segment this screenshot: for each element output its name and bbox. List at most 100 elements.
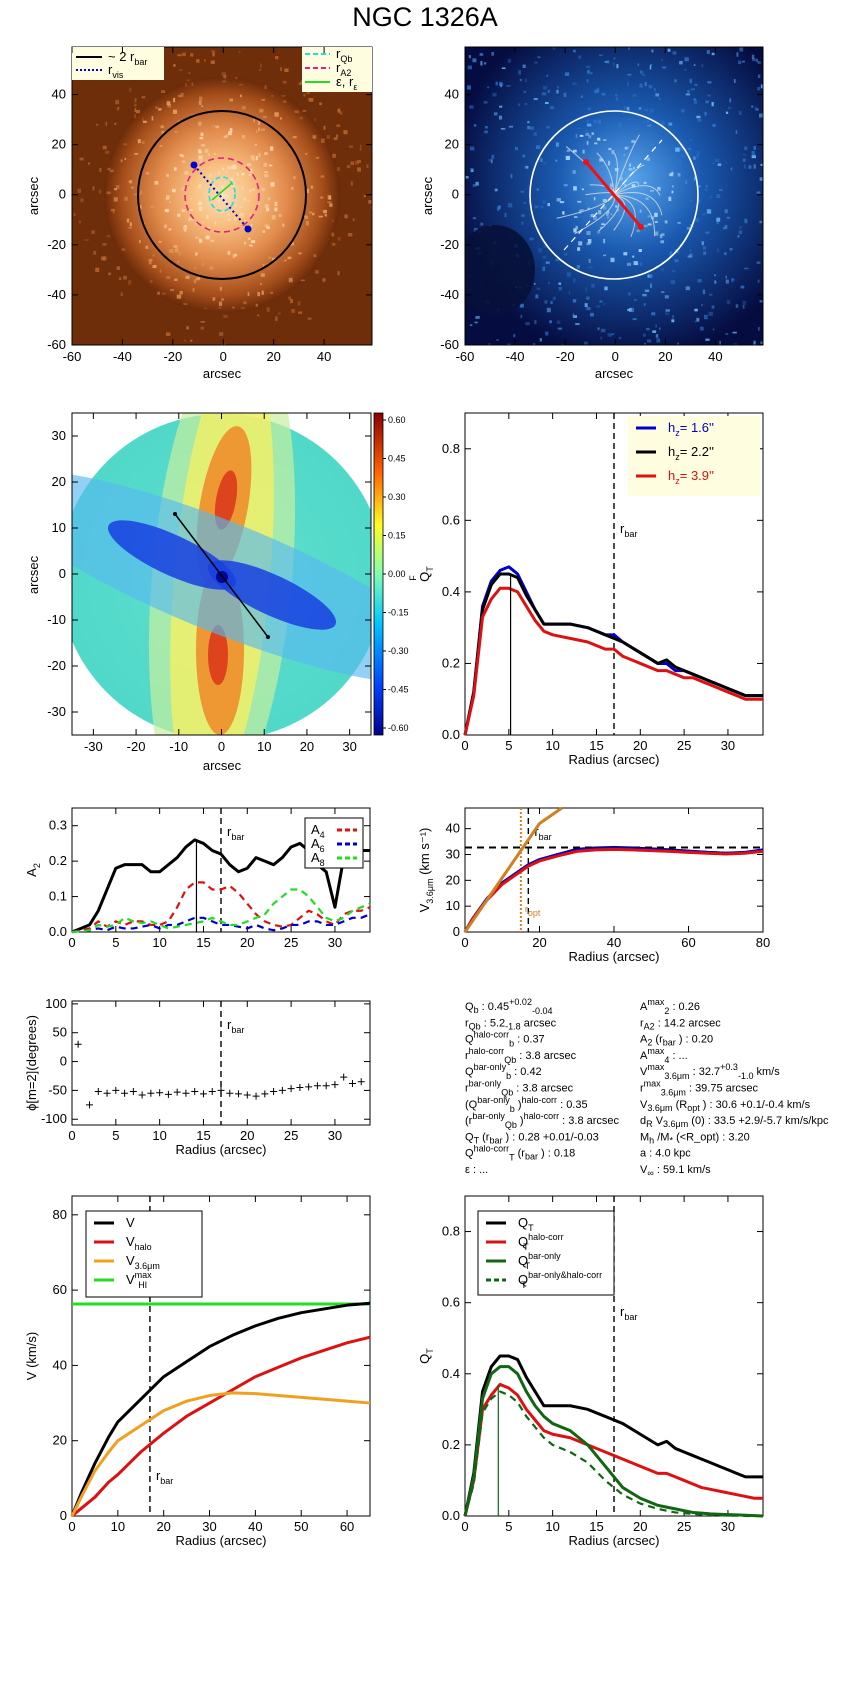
speckle bbox=[173, 64, 176, 67]
speckle bbox=[711, 101, 714, 107]
ratio-map-ylabel: arcsec bbox=[26, 555, 41, 594]
series-line bbox=[463, 1382, 763, 1517]
galaxy-image-ylabel: arcsec bbox=[26, 176, 41, 215]
speckle bbox=[241, 105, 246, 110]
speckle bbox=[544, 300, 548, 304]
speckle bbox=[655, 324, 657, 328]
speckle bbox=[742, 60, 745, 63]
speckle bbox=[234, 203, 237, 208]
speckle bbox=[191, 82, 194, 86]
speckle bbox=[573, 278, 576, 283]
speckle bbox=[693, 98, 697, 101]
speckle bbox=[200, 144, 206, 147]
speckle bbox=[669, 251, 673, 256]
y-tick-label: 50 bbox=[53, 1025, 67, 1040]
phase-point bbox=[270, 1088, 278, 1096]
speckle bbox=[269, 164, 273, 167]
speckle bbox=[646, 120, 649, 123]
speckle bbox=[87, 162, 90, 165]
param-line: Vmax3.6μm : 32.7+0.3-1.0 km/s bbox=[640, 1062, 780, 1081]
speckle bbox=[760, 341, 763, 345]
speckle bbox=[751, 151, 756, 156]
speckle bbox=[248, 174, 252, 176]
speckle bbox=[327, 201, 332, 204]
speckle bbox=[586, 141, 589, 145]
speckle bbox=[152, 265, 157, 269]
colorbar-label: F bbox=[408, 575, 418, 581]
legend-label: Vhalo bbox=[126, 1234, 152, 1252]
speckle bbox=[759, 300, 763, 303]
speckle bbox=[199, 136, 204, 140]
param-line: Qhalo-corrT (rbar ) : 0.18 bbox=[465, 1144, 575, 1163]
speckle bbox=[112, 209, 115, 214]
speckle bbox=[339, 111, 343, 115]
legend-label: rA2 bbox=[336, 60, 351, 78]
y-tick-label: 10 bbox=[446, 898, 460, 913]
speckle bbox=[172, 109, 178, 114]
x-tick-label: 0 bbox=[612, 349, 619, 364]
speckle bbox=[742, 300, 747, 305]
speckle bbox=[525, 322, 530, 326]
y-axis-label: QT bbox=[417, 566, 435, 582]
series-line bbox=[463, 806, 563, 933]
speckle bbox=[659, 138, 662, 140]
speckle bbox=[230, 177, 233, 182]
speckle bbox=[534, 320, 537, 324]
x-tick-label: 20 bbox=[240, 935, 254, 950]
speckle bbox=[732, 331, 737, 334]
y-tick-label: -40 bbox=[440, 287, 459, 302]
rqb-ellipse bbox=[208, 176, 236, 212]
speckle bbox=[541, 92, 547, 96]
speckle bbox=[173, 167, 177, 171]
speckle bbox=[740, 285, 745, 289]
speckle bbox=[668, 196, 672, 201]
speckle bbox=[348, 145, 354, 148]
speckle bbox=[310, 185, 314, 189]
y-tick-label: 0.4 bbox=[442, 1366, 460, 1381]
speckle bbox=[119, 277, 122, 281]
colorbar-tick-label: 0.30 bbox=[388, 492, 406, 502]
colorbar-tick-label: 0.00 bbox=[388, 569, 406, 579]
speckle bbox=[756, 191, 761, 194]
speckle bbox=[556, 89, 559, 94]
speckle bbox=[656, 338, 661, 343]
speckle bbox=[714, 280, 717, 284]
speckle bbox=[257, 121, 261, 126]
speckle bbox=[638, 107, 642, 110]
speckle bbox=[262, 230, 265, 233]
speckle bbox=[632, 255, 635, 258]
speckle bbox=[326, 135, 331, 140]
speckle bbox=[694, 320, 697, 323]
speckle bbox=[544, 102, 549, 105]
speckle bbox=[337, 108, 341, 113]
speckle bbox=[737, 235, 740, 238]
x-tick-label: 25 bbox=[284, 935, 298, 950]
speckle bbox=[689, 248, 692, 252]
speckle bbox=[150, 280, 153, 283]
speckle bbox=[234, 217, 237, 221]
speckle bbox=[180, 92, 184, 98]
speckle bbox=[304, 215, 309, 220]
speckle bbox=[754, 106, 758, 110]
speckle bbox=[542, 266, 546, 271]
speckle bbox=[564, 253, 568, 256]
speckle bbox=[181, 187, 185, 191]
speckle bbox=[629, 163, 631, 167]
ra2-circle bbox=[184, 157, 260, 233]
series-line bbox=[463, 847, 764, 933]
speckle bbox=[730, 167, 733, 171]
speckle bbox=[186, 326, 189, 330]
speckle bbox=[306, 92, 310, 95]
y-tick-label: 0.8 bbox=[442, 1224, 460, 1239]
speckle bbox=[264, 204, 269, 208]
speckle bbox=[255, 303, 258, 307]
speckle bbox=[198, 183, 201, 187]
speckle bbox=[514, 146, 519, 151]
speckle bbox=[557, 327, 563, 330]
speckle bbox=[723, 252, 727, 255]
y-tick-label: 0.8 bbox=[442, 441, 460, 456]
velocity-components-chart: 0 10 20 30 40 50 60 0 20 40 60 80 Radius (arcsec) V (… bbox=[24, 1195, 371, 1548]
speckle bbox=[157, 291, 160, 295]
